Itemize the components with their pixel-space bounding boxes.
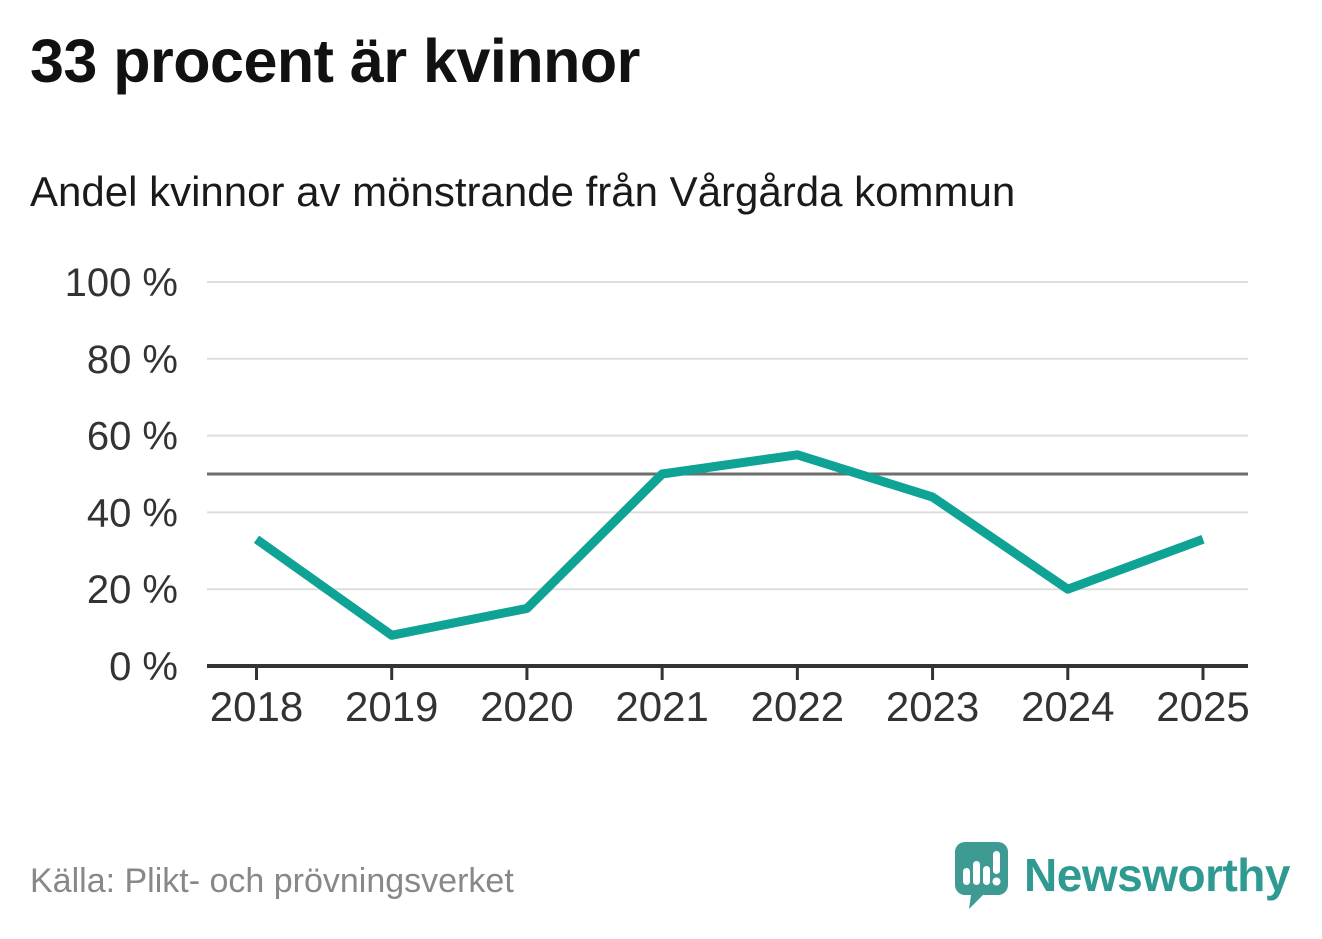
x-tick-label: 2020: [480, 683, 573, 730]
data-line-andel-kvinnor: [253, 450, 1205, 640]
y-tick-label: 80 %: [87, 338, 178, 382]
x-tick-label: 2023: [886, 683, 979, 730]
newsworthy-logo-icon: [955, 842, 1009, 909]
x-tick-label: 2021: [615, 683, 708, 730]
y-tick-label: 100 %: [65, 261, 178, 305]
x-tick-label: 2025: [1156, 683, 1249, 730]
newsworthy-brand: Newsworthy: [953, 840, 1290, 910]
chart-subtitle: Andel kvinnor av mönstrande från Vårgård…: [30, 168, 1016, 215]
y-tick-label: 20 %: [87, 568, 178, 612]
x-tick-label: 2022: [751, 683, 844, 730]
newsworthy-wordmark: Newsworthy: [1024, 849, 1290, 901]
x-tick-label: 2024: [1021, 683, 1114, 730]
x-tick-label: 2019: [345, 683, 438, 730]
y-tick-label: 40 %: [87, 491, 178, 535]
y-tick-label: 0 %: [109, 645, 178, 689]
chart-headline: 33 procent är kvinnor: [30, 27, 640, 95]
source-note: Källa: Plikt- och prövningsverket: [30, 862, 514, 900]
x-tick-label: 2018: [210, 683, 303, 730]
y-tick-label: 60 %: [87, 415, 178, 459]
